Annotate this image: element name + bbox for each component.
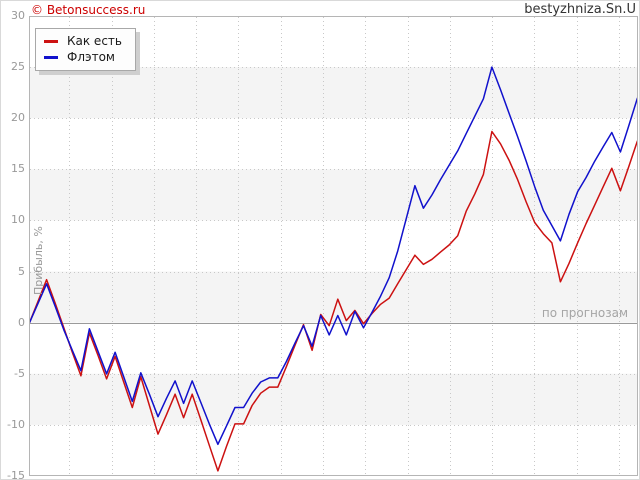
legend-item-as-is: Как есть (44, 33, 122, 49)
y-tick-label: 15 (11, 162, 25, 176)
plot-band (30, 67, 637, 119)
plot-band (30, 373, 637, 425)
y-tick-label: 0 (18, 315, 25, 329)
plot-area (29, 16, 638, 476)
watermark-text: bestyzhniza.Sn.U (524, 2, 636, 17)
legend-label: Как есть (67, 34, 122, 48)
plot-band (30, 169, 637, 221)
y-axis-title: Прибыль, % (32, 226, 45, 295)
y-tick-label: -5 (14, 366, 25, 380)
brand-link[interactable]: © Betonsuccess.ru (31, 3, 146, 17)
y-tick-label: 10 (11, 213, 25, 227)
plot-border (29, 16, 638, 476)
line-chart-svg (29, 16, 638, 476)
blue-line-swatch-icon (44, 55, 58, 59)
series-line-0 (29, 130, 638, 472)
y-tick-label: 5 (18, 264, 25, 278)
red-line-swatch-icon (44, 39, 58, 43)
y-tick-label: -10 (7, 417, 25, 431)
y-tick-label: 30 (11, 9, 25, 22)
x-axis-annotation: по прогнозам (541, 306, 628, 320)
series-line-1 (29, 66, 638, 446)
legend: Как есть Флэтом (35, 28, 136, 71)
legend-item-flat: Флэтом (44, 49, 122, 65)
y-tick-label: -15 (7, 469, 25, 480)
legend-label: Флэтом (67, 50, 115, 64)
y-tick-label: 25 (11, 60, 25, 74)
y-tick-label: 20 (11, 111, 25, 125)
